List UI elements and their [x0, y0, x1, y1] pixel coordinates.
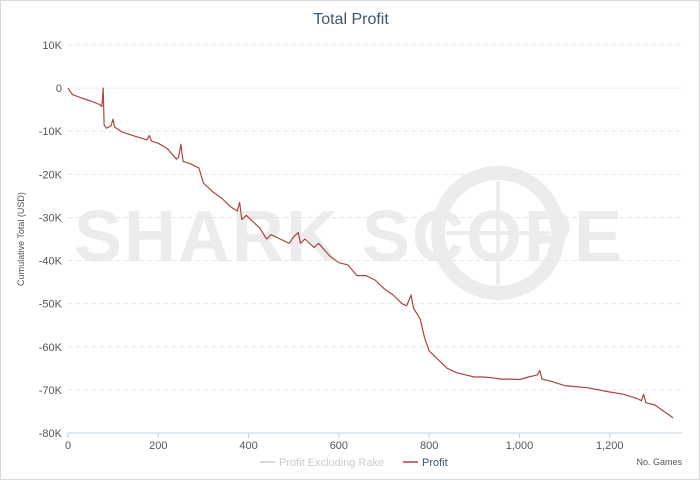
x-tick-label: 0	[65, 440, 71, 452]
y-tick-label: -50K	[39, 299, 63, 311]
chart-title: Total Profit	[313, 11, 389, 28]
x-tick-label: 1,000	[506, 440, 534, 452]
y-tick-label: -80K	[39, 428, 63, 440]
legend-item-profit-excluding-rake[interactable]: Profit Excluding Rake	[260, 457, 384, 469]
x-tick-label: 1,200	[596, 440, 624, 452]
series-layer	[67, 87, 674, 419]
series-line-profit	[67, 87, 674, 419]
x-axis-tick-labels: 0 200 400 600 800 1,000 1,200	[65, 433, 624, 452]
y-tick-label: -10K	[39, 126, 63, 138]
y-tick-label: -30K	[39, 212, 63, 224]
x-axis-label: No. Games	[636, 457, 682, 467]
watermark-text: SHARK SCOPE	[74, 197, 624, 277]
x-tick-label: 800	[420, 440, 438, 452]
legend: Profit Excluding Rake Profit	[260, 457, 448, 469]
y-tick-label: -40K	[39, 256, 63, 268]
legend-label: Profit	[422, 457, 448, 469]
y-axis-label: Cumulative Total (USD)	[16, 192, 26, 286]
y-tick-label: -60K	[39, 342, 63, 354]
x-tick-label: 400	[239, 440, 257, 452]
legend-label: Profit Excluding Rake	[279, 457, 384, 469]
y-tick-label: 10K	[42, 40, 62, 52]
y-tick-label: 0	[56, 83, 62, 95]
x-tick-label: 200	[149, 440, 167, 452]
x-tick-label: 600	[330, 440, 348, 452]
y-axis-tick-labels: 10K 0 -10K -20K -30K -40K -50K -60K -70K -80K	[39, 40, 63, 440]
y-tick-label: -20K	[39, 169, 63, 181]
scope-crosshair-icon	[431, 166, 565, 300]
legend-item-profit[interactable]: Profit	[403, 457, 448, 469]
y-tick-label: -70K	[39, 385, 63, 397]
watermark-logo: SHARK SCOPE	[74, 166, 624, 300]
